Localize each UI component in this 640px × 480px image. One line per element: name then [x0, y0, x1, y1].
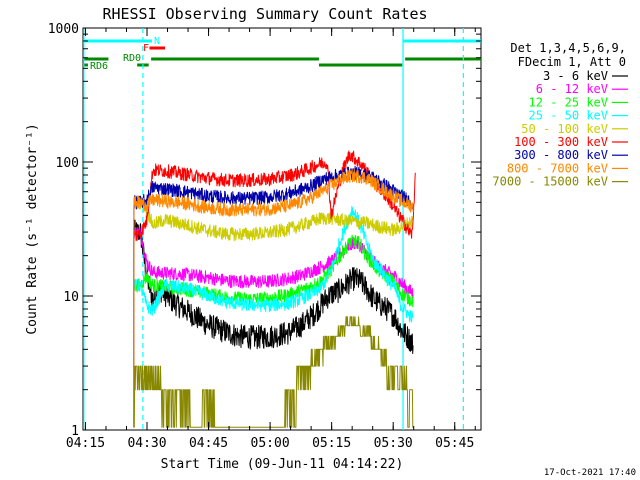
series-line-50-100-kev: [133, 195, 414, 428]
series-line-800-7000-kev: [133, 168, 414, 428]
flag-label-n: N: [154, 36, 160, 47]
x-tick-label: 04:45: [189, 436, 228, 451]
x-tick-label: 04:30: [127, 436, 166, 451]
legend-entry-300-800-kev: 300 - 800 keV: [514, 148, 608, 162]
legend-entry-25-50-kev: 25 - 50 keV: [529, 109, 608, 123]
legend-entry-12-25-kev: 12 - 25 keV: [529, 95, 608, 109]
legend-header-line-1: Det 1,3,4,5,6,9,: [510, 41, 626, 55]
x-tick-label: 05:15: [312, 436, 351, 451]
status-flags: [83, 39, 481, 67]
x-axis-label: Start Time (09-Jun-11 04:14:22): [161, 457, 404, 472]
chart-title: RHESSI Observing Summary Count Rates: [102, 5, 427, 23]
flag-label-rd6: RD6: [90, 61, 108, 72]
flag-label-f: F: [143, 43, 149, 54]
series-line-100-300-kev: [133, 150, 416, 428]
legend-entry-100-300-kev: 100 - 300 keV: [514, 135, 608, 149]
x-tick-label: 05:00: [251, 436, 290, 451]
series-line-25-50-kev: [133, 206, 414, 428]
plot-area-frame: [82, 27, 482, 431]
legend-entry-7000-15000-kev: 7000 - 15000 keV: [492, 175, 608, 189]
series-line-3-6-kev: [133, 219, 414, 428]
y-tick-label: 100: [56, 156, 79, 171]
x-tick-label: 05:30: [374, 436, 413, 451]
legend: Det 1,3,4,5,6,9, FDecim 1, Att 0 3 - 6 k…: [492, 41, 628, 189]
y-tick-label: 10: [63, 290, 79, 305]
legend-entry-6-12-kev: 6 - 12 keV: [536, 82, 608, 96]
flag-label-rd0: RD0: [123, 53, 141, 64]
x-tick-label: 04:15: [66, 436, 105, 451]
legend-entry-3-6-kev: 3 - 6 keV: [543, 69, 608, 83]
legend-entry-50-100-kev: 50 - 100 keV: [521, 122, 608, 136]
legend-entry-800-7000-kev: 800 - 7000 keV: [507, 161, 608, 175]
y-axis-label: Count Rate (s⁻¹ detector⁻¹): [25, 123, 40, 334]
y-tick-label: 1: [71, 424, 79, 439]
legend-header-line-2: FDecim 1, Att 0: [518, 55, 626, 69]
y-axis: 1 10 100 1000: [48, 22, 481, 439]
series-line-7000-15000-kev: [133, 316, 414, 428]
series-lines: [133, 150, 416, 428]
footer-date: 17-Oct-2021 17:40: [544, 468, 636, 478]
x-tick-label: 05:45: [435, 436, 474, 451]
x-axis: 04:15 04:30 04:45 05:00 05:15 05:30 05:45: [66, 28, 476, 451]
y-tick-label: 1000: [48, 22, 79, 37]
